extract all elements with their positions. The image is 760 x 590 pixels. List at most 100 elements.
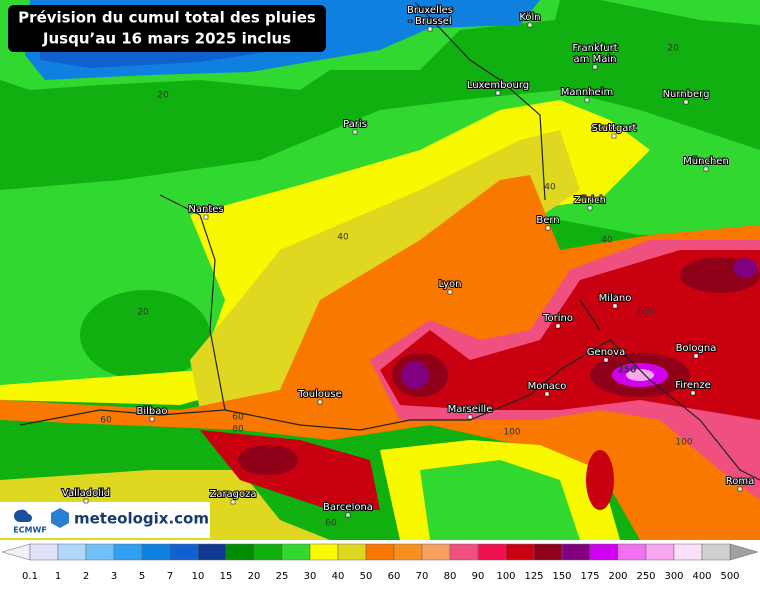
city-dot: [703, 166, 709, 172]
rain-field: [420, 460, 580, 540]
city-dot: [612, 303, 618, 309]
city-dot: [467, 414, 473, 420]
legend-label: 1: [55, 571, 61, 582]
contour-label: 20: [667, 44, 679, 54]
legend-label: 125: [524, 571, 543, 582]
city-label: Valladolid: [62, 488, 110, 499]
city-dot: [611, 133, 617, 139]
ecmwf-icon: [14, 509, 32, 522]
city-dot: [203, 214, 209, 220]
city-label: Köln: [519, 12, 540, 23]
legend-label: 250: [636, 571, 655, 582]
legend-label: 90: [472, 571, 485, 582]
legend-swatch: [701, 543, 731, 561]
legend-swatch: [253, 543, 283, 561]
legend-swatch: [673, 543, 703, 561]
city-label: Marseille: [448, 404, 493, 415]
city-label: Nantes: [188, 204, 223, 215]
brand-logo: meteologix.com: [74, 510, 209, 528]
legend-label: 30: [304, 571, 317, 582]
city-label: am Main: [574, 54, 617, 65]
rain-field: [600, 0, 760, 25]
legend-label: 175: [580, 571, 599, 582]
city-dot: [693, 353, 699, 359]
legend-label: 20: [248, 571, 261, 582]
city-label: Bilbao: [136, 406, 167, 417]
city-label: Toulouse: [297, 389, 341, 400]
legend-swatch: [225, 543, 255, 561]
brand-icon: [51, 508, 69, 528]
legend-label: 60: [388, 571, 401, 582]
legend-label: 25: [276, 571, 289, 582]
city-label: Bologna: [676, 343, 717, 354]
legend-label: 500: [720, 571, 739, 582]
legend-swatch: [365, 543, 395, 561]
contour-label: 60: [232, 413, 244, 423]
contour-label: 40: [601, 236, 613, 246]
title-box: [8, 5, 326, 52]
city-dot: [592, 64, 598, 70]
coastline: [19, 1, 760, 481]
legend-swatch: [533, 543, 563, 561]
city-label: Paris: [343, 119, 367, 130]
city-label: Bern: [536, 215, 559, 226]
city-label: Torino: [542, 313, 573, 324]
legend-label: 10: [192, 571, 205, 582]
legend-label: 300: [664, 571, 683, 582]
legend-label: 70: [416, 571, 429, 582]
city-label: Monaco: [528, 381, 567, 392]
legend-label: 40: [332, 571, 345, 582]
contour-label: 100: [503, 428, 520, 438]
rain-field: [586, 450, 614, 510]
contour-label: 100: [675, 438, 692, 448]
ecmwf-logo: ECMWF: [13, 526, 47, 535]
legend-swatch: [29, 543, 59, 561]
contour-label: 60: [325, 519, 337, 529]
contour-label: 40: [337, 233, 349, 243]
rain-field: [80, 290, 210, 380]
logo-box: [0, 502, 210, 538]
legend-swatch: [505, 543, 535, 561]
city-label: Frankfurt: [572, 43, 617, 54]
rain-field: [238, 445, 298, 475]
city-dot: [352, 129, 358, 135]
city-label: - Brussel: [408, 16, 451, 27]
legend-label: 0.1: [22, 571, 38, 582]
contour-label: 80: [232, 425, 244, 435]
legend-swatch: [477, 543, 507, 561]
city-dot: [584, 97, 590, 103]
legend-label: 7: [167, 571, 173, 582]
title-line: Prévision du cumul total des pluies: [18, 9, 316, 27]
city-dot: [230, 499, 236, 505]
legend-label: 3: [111, 571, 117, 582]
contour-label: 100: [636, 308, 653, 318]
city-dot: [527, 22, 533, 28]
legend-label: 150: [552, 571, 571, 582]
legend-swatch: [141, 543, 171, 561]
city-dot: [545, 225, 551, 231]
legend-label: 15: [220, 571, 233, 582]
contour-label: 60: [100, 416, 112, 426]
city-label: München: [683, 156, 729, 167]
legend-label: 2: [83, 571, 89, 582]
legend-label: 200: [608, 571, 627, 582]
contour-label: 40: [544, 183, 556, 193]
legend-label: 100: [496, 571, 515, 582]
legend-label: 80: [444, 571, 457, 582]
city-dot: [544, 391, 550, 397]
city-label: Roma: [726, 476, 755, 487]
legend-label: 400: [692, 571, 711, 582]
city-label: Genova: [587, 347, 625, 358]
legend-swatch: [449, 543, 479, 561]
legend-swatch: [421, 543, 451, 561]
city-dot: [555, 323, 561, 329]
city-label: Zürich: [574, 195, 606, 206]
legend-swatch: [393, 543, 423, 561]
city-dot: [149, 416, 155, 422]
legend-label: 5: [139, 571, 145, 582]
legend-swatch: [561, 543, 591, 561]
contour-label: 20: [157, 91, 169, 101]
city-label: Zaragoza: [209, 489, 256, 500]
